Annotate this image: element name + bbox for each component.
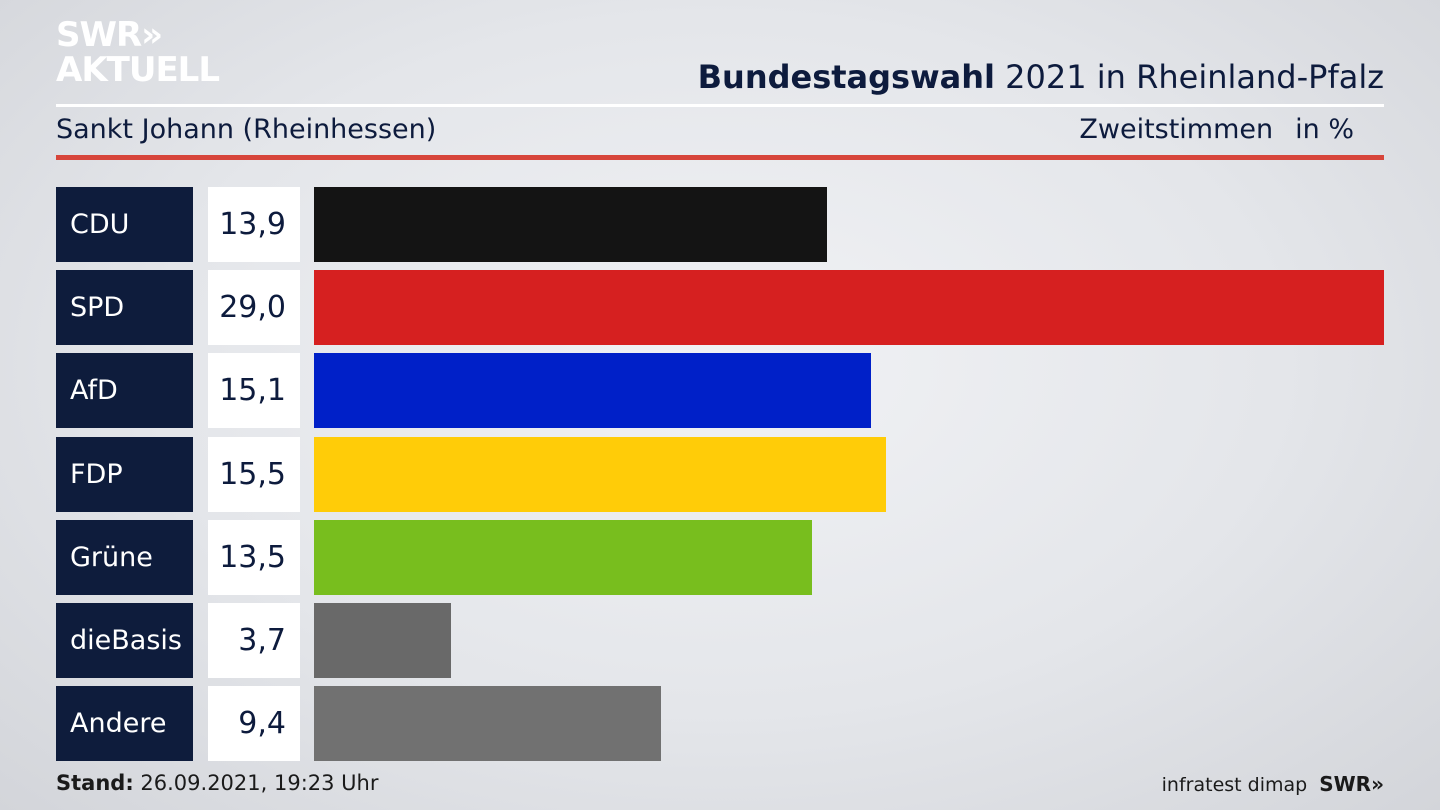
- party-label: CDU: [56, 187, 193, 262]
- chart-row: Andere 9,4: [56, 686, 1384, 762]
- metric-name: Zweitstimmen: [1079, 114, 1274, 145]
- bar: [314, 436, 886, 512]
- chart-title: Bundestagswahl 2021 in Rheinland-Pfalz: [698, 58, 1384, 96]
- source-name: infratest dimap: [1161, 774, 1308, 796]
- party-label: Andere: [56, 686, 193, 762]
- chart-row: dieBasis 3,7: [56, 603, 1384, 678]
- chart-row: SPD 29,0: [56, 270, 1384, 346]
- value-label: 15,5: [208, 436, 300, 512]
- metric-label: Zweitstimmen in %: [1079, 114, 1354, 145]
- accent-divider: [56, 155, 1384, 160]
- chart-title-rest: 2021 in Rheinland-Pfalz: [995, 58, 1384, 96]
- value-label: 29,0: [208, 270, 300, 346]
- bar: [314, 519, 812, 595]
- bar: [314, 686, 661, 762]
- party-label: FDP: [56, 436, 193, 512]
- logo-line-1: SWR: [56, 15, 142, 55]
- value-label: 13,9: [208, 187, 300, 262]
- swr-brand-logo: SWR»: [1319, 772, 1384, 796]
- logo-arrows-icon: »: [141, 15, 163, 55]
- source-credit: infratest dimap SWR»: [1162, 772, 1384, 796]
- value-label: 13,5: [208, 519, 300, 595]
- bar: [314, 353, 871, 429]
- logo-line-2: AKTUELL: [56, 50, 220, 90]
- timestamp: Stand: 26.09.2021, 19:23 Uhr: [56, 771, 379, 795]
- party-label: dieBasis: [56, 603, 193, 678]
- timestamp-label: Stand:: [56, 771, 134, 795]
- chart-row: FDP 15,5: [56, 436, 1384, 512]
- chart-title-bold: Bundestagswahl: [697, 58, 995, 96]
- timestamp-value: 26.09.2021, 19:23 Uhr: [133, 771, 379, 795]
- chart-row: CDU 13,9: [56, 187, 1384, 262]
- bar: [314, 270, 1384, 346]
- value-label: 15,1: [208, 353, 300, 429]
- value-label: 9,4: [208, 686, 300, 762]
- party-label: Grüne: [56, 519, 193, 595]
- bar: [314, 603, 451, 678]
- chart-row: Grüne 13,5: [56, 519, 1384, 595]
- metric-unit: in %: [1295, 114, 1354, 145]
- swr-aktuell-logo: SWR» AKTUELL: [56, 15, 220, 90]
- party-label: AfD: [56, 353, 193, 429]
- value-label: 3,7: [208, 603, 300, 678]
- chart-row: AfD 15,1: [56, 353, 1384, 429]
- party-label: SPD: [56, 270, 193, 346]
- bar: [314, 187, 827, 262]
- header-divider: [56, 104, 1384, 107]
- region-name: Sankt Johann (Rheinhessen): [56, 114, 437, 145]
